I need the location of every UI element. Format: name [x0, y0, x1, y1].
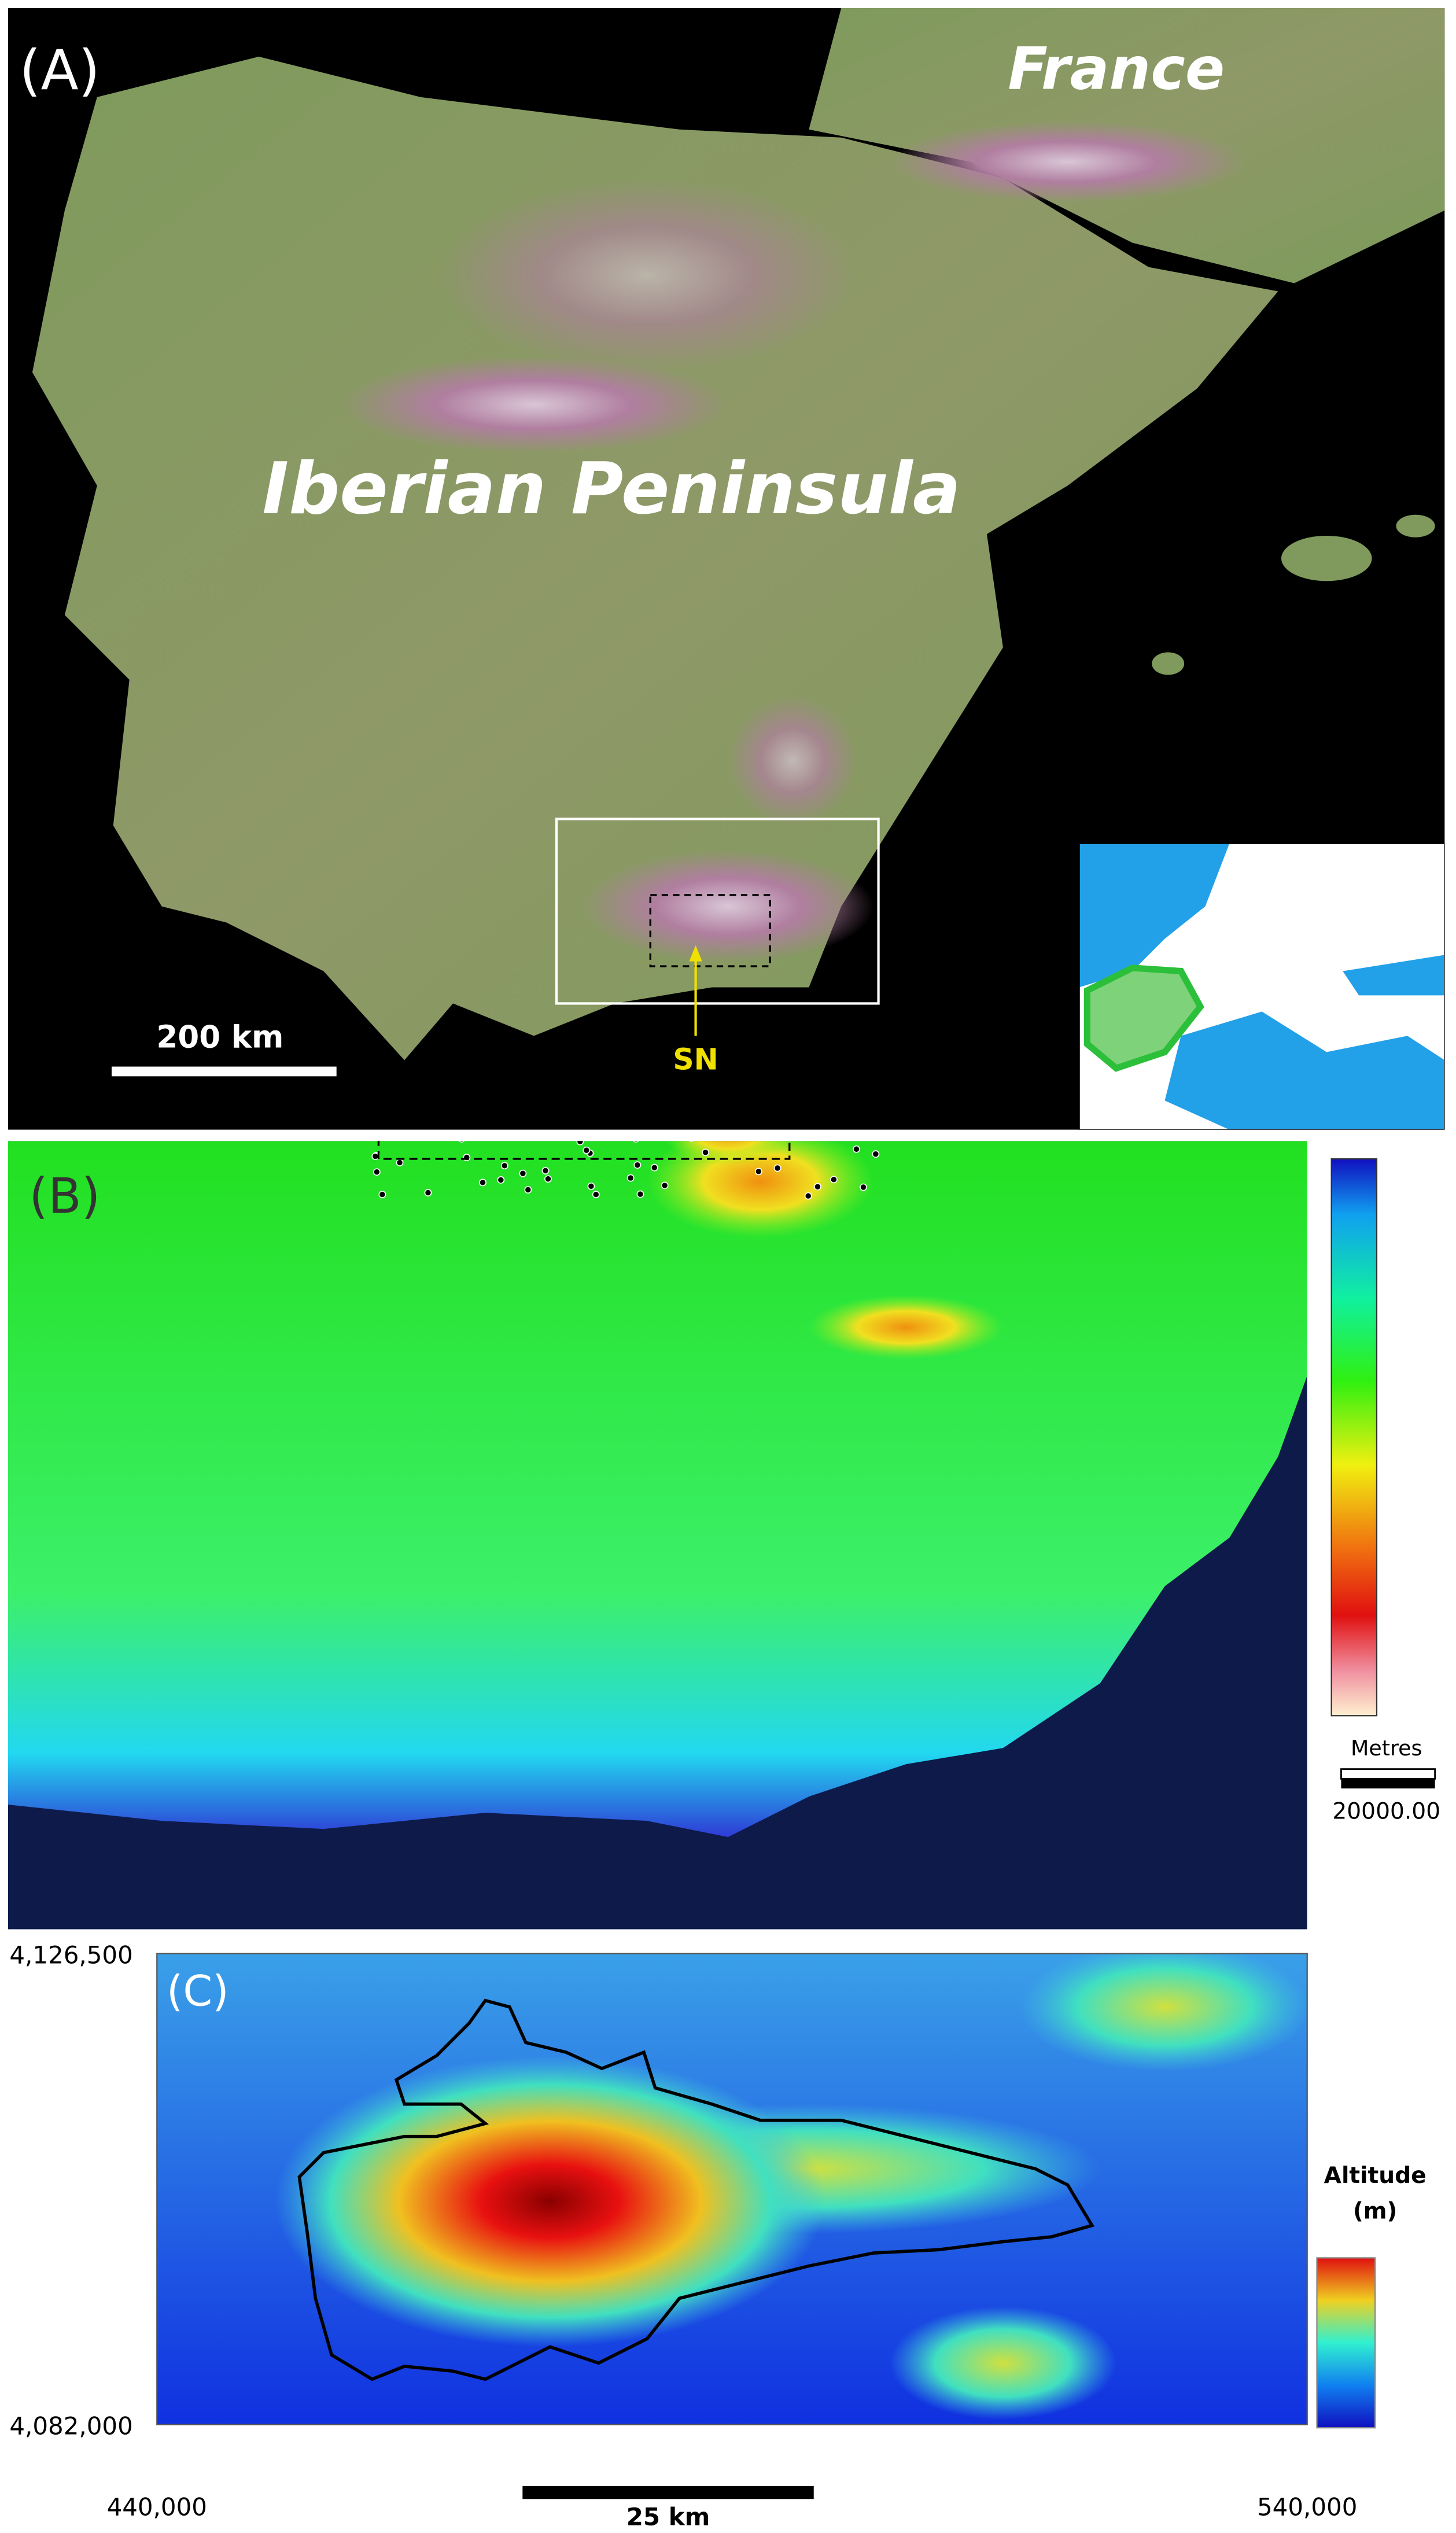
island: [1281, 535, 1372, 581]
study-box: [377, 1141, 791, 1160]
sample-point: [633, 1161, 642, 1169]
sample-point: [636, 1190, 644, 1198]
relief: [890, 2306, 1116, 2420]
relief: [647, 1141, 874, 1239]
scale-bar: [111, 1066, 337, 1077]
relief: [582, 849, 874, 963]
relief: [275, 2055, 825, 2347]
sample-point: [519, 1169, 527, 1177]
land: [32, 56, 1278, 1061]
y-label: 4,082,000: [9, 2412, 132, 2440]
relief: [809, 1294, 1003, 1360]
relief: [728, 695, 858, 826]
inset-sea: [1164, 1011, 1445, 1130]
sample-point: [424, 1189, 432, 1196]
scale-bar: [522, 2486, 814, 2499]
marker-label: SN: [673, 1043, 718, 1077]
inset-sea: [1343, 955, 1445, 996]
inset-iberia: [1083, 964, 1204, 1072]
sample-point: [500, 1162, 508, 1170]
relief: [340, 356, 728, 454]
arrow-head: [689, 945, 702, 962]
sample-point: [814, 1183, 821, 1191]
relief: [1019, 1953, 1307, 2072]
sample-point: [396, 1158, 404, 1166]
x-label: 540,000: [1257, 2493, 1357, 2521]
sample-point: [378, 1191, 386, 1198]
study-area-box: [555, 818, 880, 1005]
dem-map: (B): [8, 1131, 1307, 1930]
sample-point: [754, 1168, 762, 1176]
y-label: 4,126,500: [9, 1941, 132, 1969]
sample-point: [632, 1141, 639, 1143]
sample-point: [860, 1183, 868, 1191]
region-label: Iberian Peninsula: [262, 448, 960, 531]
sample-point: [587, 1182, 595, 1190]
inset-map: [1078, 842, 1445, 1130]
sample-point: [661, 1181, 669, 1190]
panel-label: (C): [167, 1967, 229, 2016]
panel-c: (C) 4,126,500 4,082,000 440,000 540,000 …: [9, 1941, 1426, 2531]
scale-bar: [1341, 1779, 1435, 1789]
inset-frame: [1078, 842, 1445, 1130]
sn-box: [649, 894, 771, 967]
sample-point: [702, 1148, 710, 1157]
sample-point: [804, 1192, 812, 1200]
sample-point: [650, 1164, 658, 1172]
inset-sea: [1079, 843, 1230, 988]
sample-point: [688, 1141, 694, 1142]
legend-unit: (m): [1353, 2199, 1398, 2225]
sample-point: [583, 1146, 591, 1154]
sample-point: [773, 1164, 782, 1172]
scale-value: 20000.00: [1332, 1799, 1440, 1825]
sample-point: [541, 1166, 550, 1175]
scale-bar: [1340, 1768, 1436, 1780]
panel-label: (B): [29, 1168, 100, 1224]
sample-point: [479, 1179, 486, 1187]
legend-title: Altitude: [1324, 2163, 1426, 2189]
sample-point: [373, 1168, 381, 1176]
sample-point: [626, 1174, 635, 1182]
legend-colorbar: [1330, 1158, 1378, 1717]
legend-colorbar: [1316, 2257, 1376, 2429]
sample-point: [459, 1141, 465, 1143]
sample-points: [371, 1131, 880, 1200]
altitude-map: (C): [157, 1953, 1307, 2425]
sample-point: [872, 1150, 880, 1158]
x-label: 440,000: [107, 2493, 207, 2521]
sample-point: [524, 1185, 532, 1194]
panel-a: SN 200 km (A) France Iberian Peninsula: [8, 8, 1445, 1130]
panel-b: (B) Metres 20000.00: [8, 1131, 1440, 1930]
country-label: France: [1008, 35, 1225, 103]
sample-point: [505, 1131, 511, 1137]
island: [1152, 652, 1185, 675]
map-frame: [156, 1953, 1308, 2425]
scale-label: 200 km: [156, 1019, 283, 1055]
sample-point: [544, 1175, 552, 1183]
relief: [437, 178, 858, 373]
sample-point: [830, 1176, 838, 1184]
relief: [890, 121, 1246, 203]
sample-point: [592, 1191, 600, 1198]
scale-title: Metres: [1351, 1736, 1422, 1761]
sample-point: [497, 1176, 505, 1184]
sample-point: [853, 1145, 860, 1153]
scale-label: 25 km: [626, 2502, 710, 2531]
panel-label: (A): [20, 39, 100, 103]
study-outline: [297, 1998, 1095, 2381]
sample-point: [576, 1141, 584, 1146]
island: [1396, 514, 1435, 537]
